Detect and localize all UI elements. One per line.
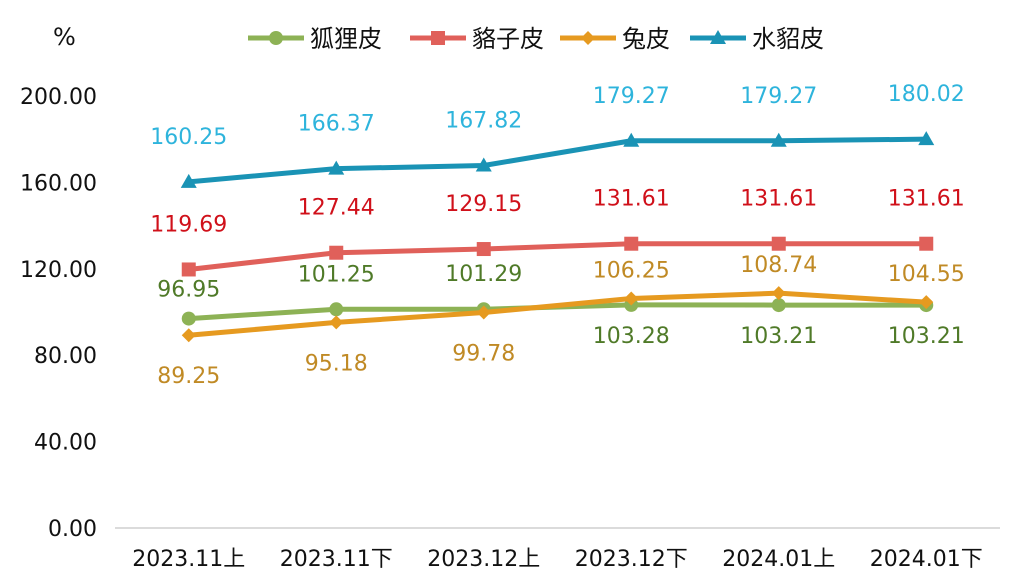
data-label: 131.61 — [740, 187, 817, 212]
legend-item: 狐狸皮 — [248, 25, 382, 53]
data-point-marker — [180, 173, 197, 188]
data-label: 101.29 — [445, 262, 522, 287]
data-label: 103.21 — [888, 324, 965, 349]
series-2 — [181, 236, 934, 277]
y-tick-label: 0.00 — [48, 517, 97, 542]
series-lines — [180, 131, 935, 343]
data-label: 167.82 — [445, 109, 522, 134]
x-tick-label: 2023.12下 — [575, 547, 688, 572]
legend-label: 狐狸皮 — [310, 25, 382, 53]
legend-marker — [581, 31, 595, 45]
legend-label: 水貂皮 — [752, 25, 824, 53]
data-point-marker — [329, 302, 344, 317]
series-4 — [180, 131, 935, 188]
y-tick-label: 120.00 — [20, 258, 97, 283]
legend-marker — [431, 31, 445, 45]
y-axis-ticks: 0.00 40.00 80.00 120.00 160.00 200.00 — [20, 85, 97, 542]
series-line — [186, 241, 929, 272]
data-point-marker — [771, 298, 786, 313]
data-label: 104.55 — [888, 262, 965, 287]
data-label: 160.25 — [150, 125, 227, 150]
legend-item: 水貂皮 — [690, 25, 824, 53]
data-label: 179.27 — [740, 84, 817, 109]
data-point-marker — [918, 131, 935, 146]
data-point-marker — [181, 262, 196, 277]
y-tick-label: 200.00 — [20, 85, 97, 110]
x-tick-label: 2023.11上 — [132, 547, 245, 572]
data-point-marker — [770, 132, 787, 147]
data-label: 129.15 — [445, 192, 522, 217]
data-label: 119.69 — [150, 212, 227, 237]
data-label: 89.25 — [157, 364, 220, 389]
series-line — [186, 136, 929, 185]
x-tick-label: 2024.01下 — [870, 547, 983, 572]
legend-marker — [710, 30, 726, 44]
y-tick-label: 80.00 — [34, 344, 97, 369]
data-label: 106.25 — [593, 259, 670, 284]
data-labels: 96.95 101.25 101.29 103.28 103.21 103.21 119.6… — [150, 82, 964, 389]
data-label: 96.95 — [157, 278, 220, 303]
data-label: 99.78 — [452, 341, 515, 366]
data-point-marker — [919, 295, 934, 310]
legend-item: 兔皮 — [560, 25, 670, 53]
y-axis-unit: % — [53, 23, 76, 51]
legend-label: 貉子皮 — [472, 25, 544, 53]
data-label: 179.27 — [593, 84, 670, 109]
data-label: 166.37 — [298, 112, 375, 137]
data-label: 131.61 — [593, 187, 670, 212]
data-point-marker — [476, 242, 491, 257]
legend-marker — [269, 31, 283, 45]
x-tick-label: 2024.01上 — [722, 547, 835, 572]
data-point-marker — [771, 236, 786, 251]
legend-label: 兔皮 — [622, 25, 670, 53]
data-label: 101.25 — [298, 262, 375, 287]
data-point-marker — [624, 236, 639, 251]
x-tick-label: 2023.11下 — [280, 547, 393, 572]
y-tick-label: 40.00 — [34, 431, 97, 456]
data-point-marker — [329, 245, 344, 260]
x-tick-label: 2023.12上 — [427, 547, 540, 572]
data-point-marker — [771, 286, 786, 301]
series-line — [186, 290, 929, 338]
series-1 — [181, 297, 934, 326]
data-point-marker — [476, 305, 491, 320]
legend-item: 貉子皮 — [410, 25, 544, 53]
data-label: 108.74 — [740, 253, 817, 278]
data-label: 103.21 — [740, 324, 817, 349]
data-point-marker — [181, 328, 196, 343]
data-label: 127.44 — [298, 196, 375, 221]
data-point-marker — [624, 291, 639, 306]
y-tick-label: 160.00 — [20, 171, 97, 196]
data-label: 103.28 — [593, 324, 670, 349]
data-point-marker — [475, 157, 492, 172]
data-point-marker — [623, 132, 640, 147]
data-label: 131.61 — [888, 187, 965, 212]
x-axis-ticks: 2023.11上 2023.11下 2023.12上 2023.12下 2024.01上… — [132, 547, 982, 572]
data-point-marker — [328, 160, 345, 175]
data-label: 95.18 — [305, 351, 368, 376]
data-point-marker — [181, 311, 196, 326]
legend: 狐狸皮 貉子皮 兔皮 水貂皮 — [248, 25, 824, 53]
data-point-marker — [919, 236, 934, 251]
data-label: 180.02 — [888, 82, 965, 107]
data-point-marker — [329, 315, 344, 330]
series-3 — [181, 286, 934, 343]
